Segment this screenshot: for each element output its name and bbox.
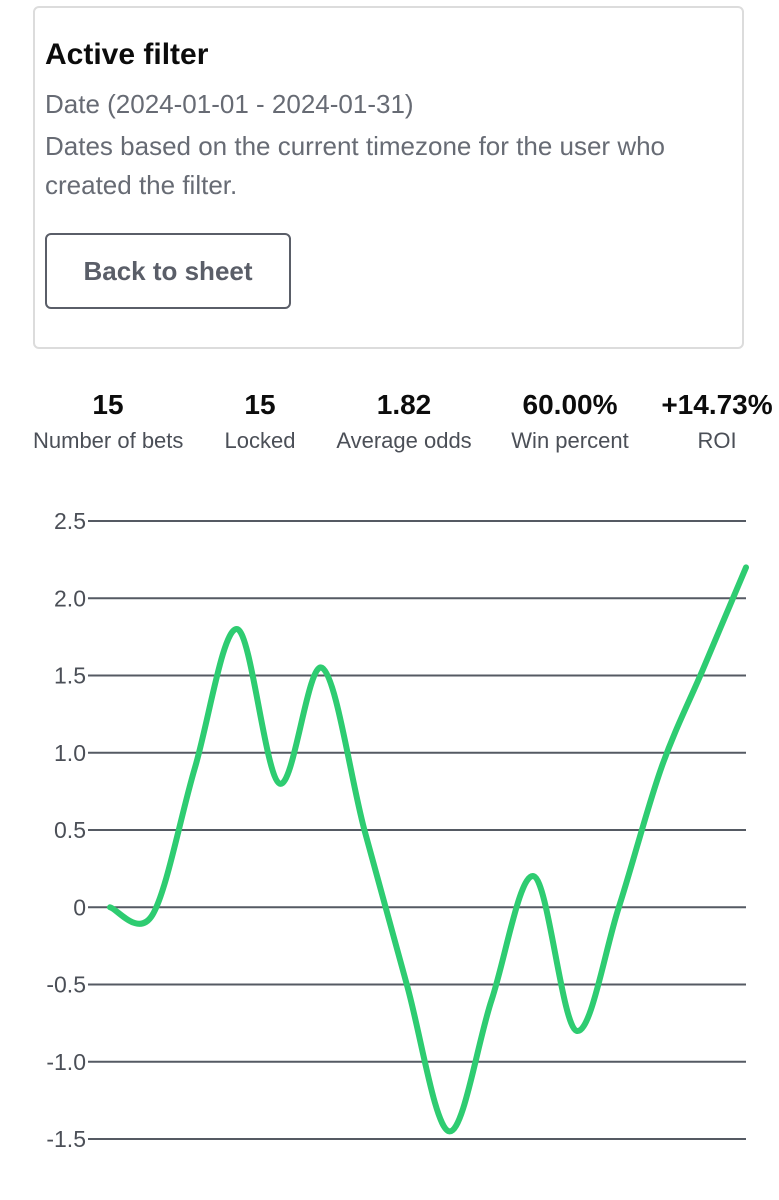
y-tick-label: 0.5	[54, 817, 86, 843]
stat-label: Win percent	[511, 428, 629, 453]
stat-value: +14.73%	[661, 389, 773, 420]
stat-value: 1.82	[376, 389, 432, 420]
stat-win-percent: 60.00% Win percent	[505, 386, 635, 456]
y-tick-label: 2.5	[54, 508, 86, 534]
stat-label: Locked	[224, 428, 296, 453]
y-tick-label: -1.0	[46, 1049, 86, 1075]
y-tick-label: -0.5	[46, 972, 86, 998]
series-line-0	[107, 564, 749, 1135]
back-to-sheet-button[interactable]: Back to sheet	[45, 233, 291, 309]
y-tick-label: 0	[73, 894, 86, 920]
stat-value: 15	[244, 389, 276, 420]
stat-average-odds: 1.82 Average odds	[334, 386, 474, 456]
y-tick-label: 2.0	[54, 585, 86, 611]
y-tick-label: 1.0	[54, 740, 86, 766]
stat-roi: +14.73% ROI	[655, 386, 779, 456]
y-tick-label: 1.5	[54, 663, 86, 689]
stat-value: 60.00%	[522, 389, 618, 420]
stat-locked: 15 Locked	[210, 386, 310, 456]
filter-title: Active filter	[45, 38, 209, 71]
stat-value: 15	[92, 389, 124, 420]
filter-date-range: Date (2024-01-01 - 2024-01-31)	[45, 89, 414, 119]
y-tick-label: -1.5	[46, 1126, 86, 1152]
filter-timezone-note: Dates based on the current timezone for …	[45, 131, 666, 200]
stat-label: ROI	[697, 428, 737, 453]
stat-number-of-bets: 15 Number of bets	[33, 386, 183, 456]
stat-label: Average odds	[336, 428, 472, 453]
stat-label: Number of bets	[33, 428, 184, 453]
